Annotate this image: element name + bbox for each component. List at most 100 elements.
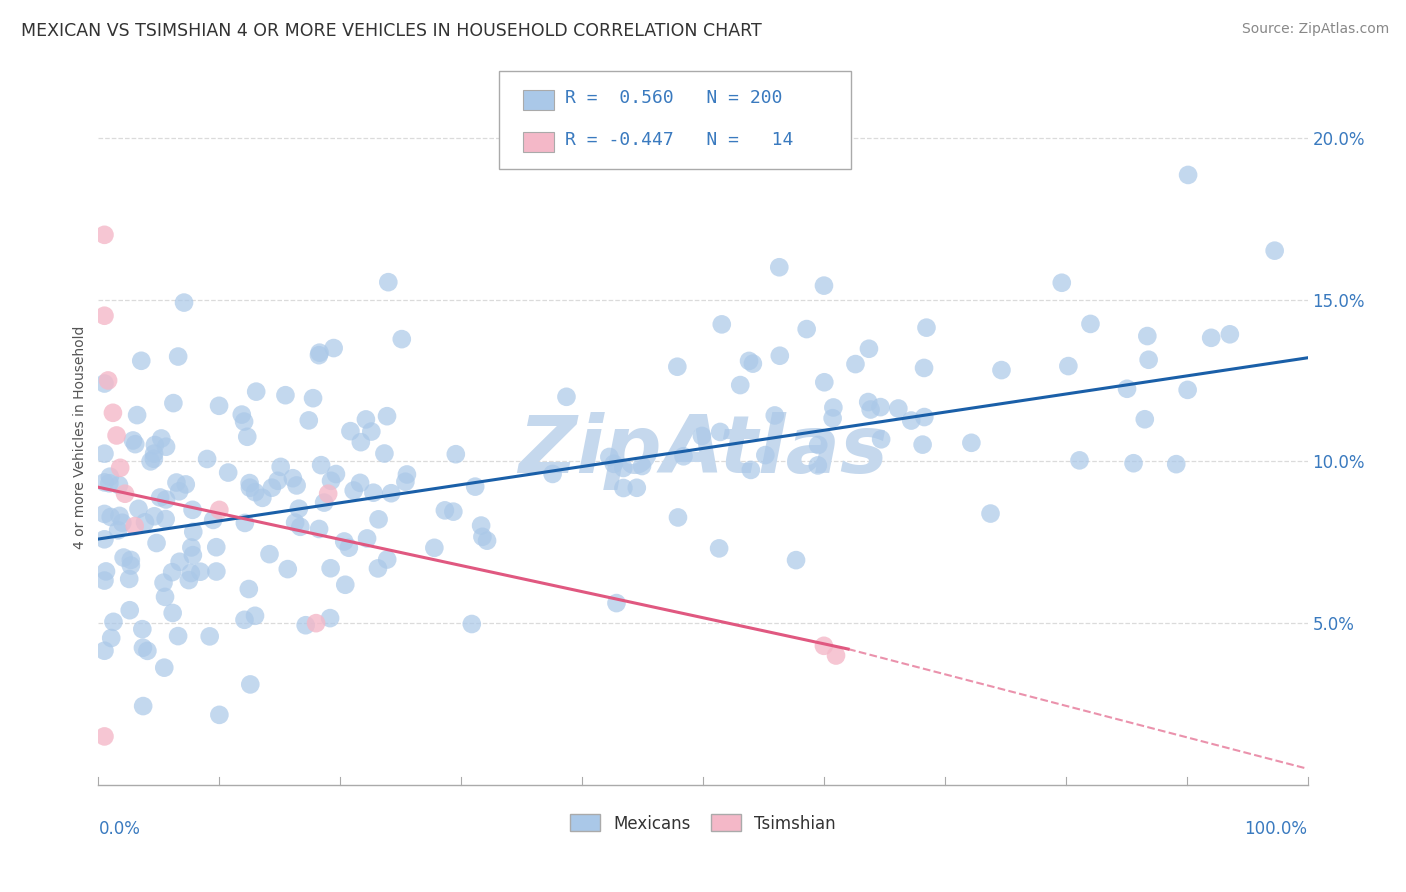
Point [823, 401, 845, 415]
Point [120, 558, 142, 573]
Point [690, 429, 713, 443]
Point [134, 515, 156, 529]
Point [349, 475, 371, 490]
Point [150, 432, 173, 446]
Point [960, 435, 983, 450]
Point [768, 260, 790, 275]
Point [143, 447, 166, 461]
Point [302, 391, 325, 405]
Point [380, 486, 402, 500]
Point [395, 467, 418, 482]
Point [93, 227, 115, 242]
Point [319, 611, 342, 625]
Point [108, 478, 131, 492]
Point [129, 353, 152, 368]
Point [464, 480, 486, 494]
Point [763, 409, 786, 423]
Point [100, 510, 122, 524]
Point [319, 561, 342, 575]
Point [252, 491, 274, 505]
Point [153, 590, 176, 604]
Point [97, 374, 120, 388]
Point [233, 516, 256, 530]
Point [612, 481, 634, 495]
Point [471, 530, 494, 544]
Point [325, 467, 347, 481]
Point [108, 508, 131, 523]
Point [1080, 317, 1102, 331]
Point [796, 322, 818, 336]
Point [672, 450, 695, 464]
Point [180, 541, 202, 555]
Point [243, 608, 266, 623]
Point [666, 510, 689, 524]
Point [238, 582, 260, 596]
Point [93, 376, 115, 391]
Point [294, 618, 316, 632]
Point [239, 476, 262, 491]
Point [769, 349, 792, 363]
Point [990, 363, 1012, 377]
Point [165, 475, 187, 490]
Point [145, 536, 167, 550]
Point [1136, 329, 1159, 343]
Point [233, 415, 256, 429]
Text: R = -0.447   N =   14: R = -0.447 N = 14 [565, 131, 793, 149]
Point [208, 399, 231, 413]
Point [350, 435, 373, 450]
Point [738, 354, 761, 368]
Point [139, 454, 162, 468]
Point [1050, 276, 1073, 290]
Point [169, 555, 191, 569]
Point [375, 552, 398, 566]
Point [93, 309, 115, 323]
Point [181, 548, 204, 562]
Point [813, 278, 835, 293]
Point [93, 447, 115, 461]
Point [122, 434, 145, 448]
Point [605, 596, 627, 610]
Point [143, 438, 166, 452]
Point [288, 501, 311, 516]
Point [337, 541, 360, 555]
Point [1122, 456, 1144, 470]
Point [666, 359, 689, 374]
Point [741, 357, 763, 371]
Point [603, 457, 626, 471]
Point [1057, 359, 1080, 373]
Point [181, 503, 204, 517]
Point [198, 629, 221, 643]
Point [339, 424, 361, 438]
Point [298, 413, 321, 427]
Point [124, 437, 146, 451]
Point [205, 565, 228, 579]
Point [1166, 457, 1188, 471]
Point [239, 677, 262, 691]
Point [124, 519, 146, 533]
Point [217, 466, 239, 480]
Point [167, 484, 190, 499]
Point [231, 408, 253, 422]
Point [94, 565, 117, 579]
Point [111, 516, 134, 530]
Point [1177, 383, 1199, 397]
Point [260, 481, 283, 495]
Point [245, 384, 267, 399]
Point [274, 388, 297, 402]
Point [208, 707, 231, 722]
Point [105, 428, 128, 442]
Point [208, 503, 231, 517]
Point [177, 573, 200, 587]
Point [333, 534, 356, 549]
Point [174, 477, 197, 491]
Point [626, 481, 648, 495]
Point [160, 565, 183, 579]
Point [441, 505, 464, 519]
Point [322, 341, 344, 355]
Point [101, 406, 124, 420]
Point [239, 481, 262, 495]
Point [979, 507, 1001, 521]
Legend: Mexicans, Tsimshian: Mexicans, Tsimshian [564, 808, 842, 839]
Point [93, 475, 115, 490]
Point [354, 412, 377, 426]
